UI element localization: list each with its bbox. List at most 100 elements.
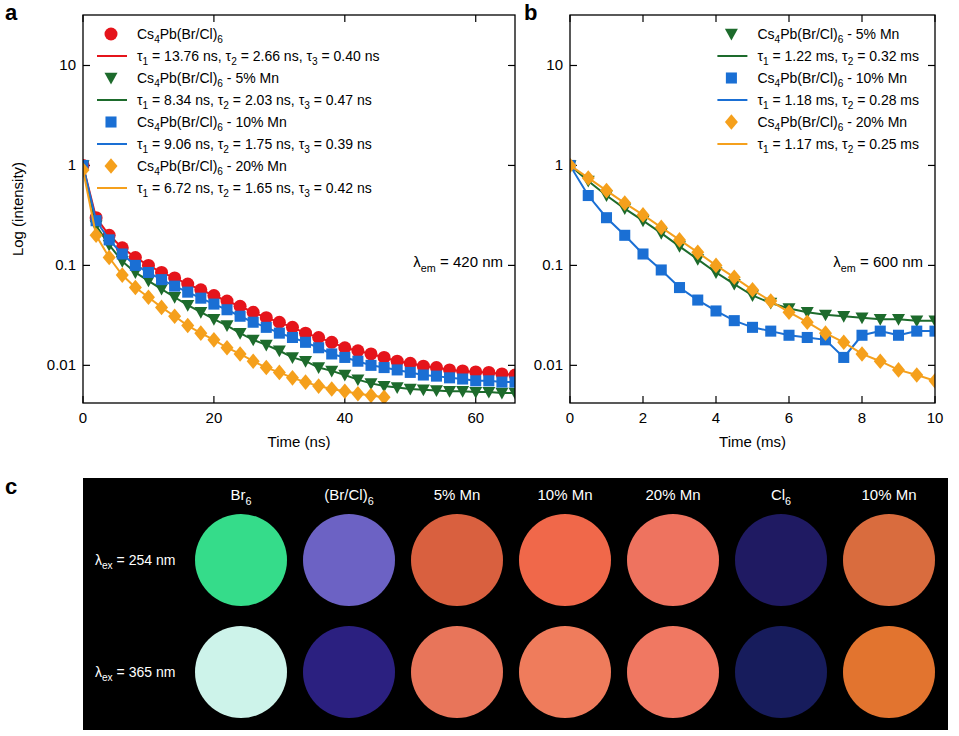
- legend-marker: [725, 114, 738, 130]
- text-run: c: [5, 474, 17, 499]
- data-point: [674, 282, 685, 293]
- data-point: [405, 367, 416, 378]
- text-run: Cs: [137, 114, 154, 130]
- x-axis-title: Time (ns): [268, 433, 331, 450]
- data-point: [892, 314, 905, 326]
- data-point: [765, 326, 776, 337]
- fit-line: [570, 165, 935, 320]
- data-point: [856, 312, 869, 324]
- x-tick-label: 60: [467, 409, 484, 426]
- data-point: [207, 332, 220, 348]
- legend-label: Cs4Pb(Br/Cl)6: [137, 26, 223, 45]
- subscript: 6: [368, 495, 374, 507]
- data-point: [182, 287, 193, 298]
- figure: a02040600.010.1110Time (ns)Log (intensit…: [0, 0, 959, 736]
- data-point: [495, 388, 508, 400]
- legend-line: [97, 143, 127, 145]
- data-point: [710, 305, 721, 316]
- data-point: [286, 370, 299, 386]
- sample-disc: [195, 626, 287, 718]
- panel-letter: c: [5, 474, 17, 499]
- plot-frame: [570, 15, 935, 403]
- text-run: = 0.28 ms: [853, 92, 919, 108]
- text-run: = 2.03 ns, τ: [229, 92, 305, 108]
- data-point: [892, 362, 905, 378]
- data-point: [312, 331, 325, 344]
- text-run: Cs: [757, 26, 774, 42]
- legend-line: [717, 99, 747, 101]
- subscript: 6: [785, 495, 791, 507]
- data-point: [365, 360, 376, 371]
- data-point: [300, 337, 311, 348]
- data-point: [83, 162, 90, 178]
- x-tick-label: 0: [79, 409, 87, 426]
- text-run: = 1.17 ms, τ: [769, 136, 849, 152]
- data-point: [692, 295, 703, 306]
- x-tick-label: 4: [712, 409, 720, 426]
- sample-disc: [411, 514, 503, 606]
- data-point: [338, 370, 351, 382]
- data-point: [838, 352, 849, 363]
- legend: Cs4Pb(Br/Cl)6τ1 = 13.76 ns, τ2 = 2.66 ns…: [97, 26, 379, 199]
- text-run: = 365 nm: [113, 664, 176, 680]
- text-run: Cl: [771, 486, 785, 503]
- text-run: Cs: [757, 114, 774, 130]
- text-run: Pb(Br/Cl): [160, 158, 218, 174]
- data-point: [247, 353, 260, 369]
- subscript: ex: [102, 560, 113, 571]
- x-tick: [475, 15, 476, 22]
- y-tick: [928, 265, 935, 266]
- data-point: [248, 317, 259, 328]
- y-tick-label: 10: [59, 56, 76, 73]
- sample-disc: [303, 514, 395, 606]
- data-point: [856, 330, 867, 341]
- legend-fit-label: τ1 = 8.34 ns, τ2 = 2.03 ns, τ3 = 0.47 ns: [137, 92, 372, 111]
- y-tick: [570, 365, 577, 366]
- text-run: Cs: [137, 158, 154, 174]
- text-run: = 1.18 ms, τ: [769, 92, 849, 108]
- legend-fit-label: τ1 = 1.17 ms, τ2 = 0.25 ms: [757, 136, 919, 155]
- data-point: [837, 311, 850, 323]
- data-point: [234, 346, 247, 362]
- data-point: [181, 300, 194, 312]
- data-point: [168, 308, 181, 324]
- sample-disc: [195, 514, 287, 606]
- data-point: [130, 260, 141, 271]
- fit-line: [83, 165, 515, 375]
- sample-disc: [735, 626, 827, 718]
- fit-line: [83, 165, 515, 392]
- data-point: [618, 195, 631, 211]
- fit-line: [570, 165, 935, 380]
- data-point: [90, 228, 103, 244]
- subscript: em: [841, 262, 856, 274]
- text-run: Pb(Br/Cl): [160, 70, 218, 86]
- data-point: [929, 315, 936, 327]
- fit-line: [83, 170, 384, 397]
- subscript: ex: [102, 672, 113, 683]
- x-tick: [213, 396, 214, 403]
- panel-c: cBr6(Br/Cl)65% Mn10% Mn20% MnCl610% Mnλe…: [5, 474, 948, 730]
- sample-disc: [519, 514, 611, 606]
- x-tick: [213, 15, 214, 22]
- legend-marker: [726, 72, 737, 83]
- data-point: [456, 386, 469, 398]
- text-run: Pb(Br/Cl): [160, 114, 218, 130]
- data-point: [365, 347, 378, 360]
- x-tick: [642, 15, 643, 22]
- sample-disc: [843, 626, 935, 718]
- data-point: [673, 232, 686, 248]
- x-tick: [788, 396, 789, 403]
- column-label: 5% Mn: [434, 486, 481, 503]
- data-point: [746, 282, 759, 298]
- data-point: [155, 300, 168, 316]
- data-point: [351, 344, 364, 357]
- y-tick-label: 0.1: [542, 256, 563, 273]
- column-label: 10% Mn: [537, 486, 592, 503]
- panel-a: a02040600.010.1110Time (ns)Log (intensit…: [5, 0, 522, 450]
- data-point: [116, 267, 129, 283]
- text-run: = 13.76 ns, τ: [148, 48, 231, 64]
- text-run: 20% Mn: [645, 486, 700, 503]
- subscript: em: [421, 262, 436, 274]
- text-run: = 0.39 ns: [310, 136, 372, 152]
- data-point: [583, 190, 594, 201]
